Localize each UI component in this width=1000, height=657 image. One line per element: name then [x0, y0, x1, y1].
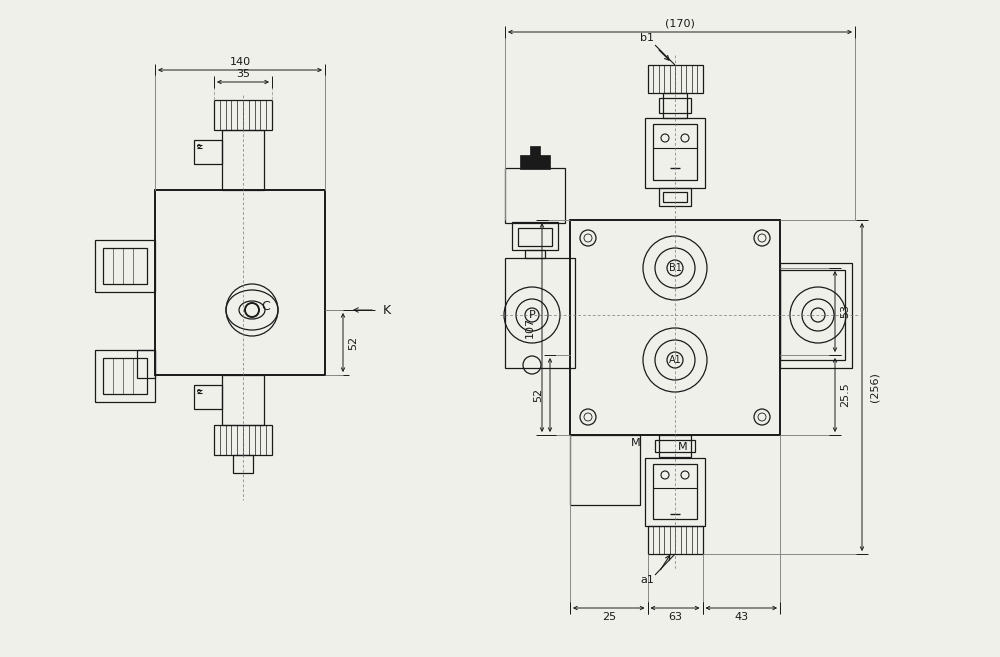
Bar — [570, 220, 780, 435]
Bar — [653, 124, 697, 180]
Bar — [214, 425, 272, 455]
Bar — [663, 192, 687, 202]
Bar — [95, 350, 155, 402]
Bar — [194, 385, 222, 409]
Bar — [645, 458, 705, 526]
Text: (256): (256) — [869, 372, 879, 402]
Bar — [663, 93, 687, 118]
Bar — [137, 350, 155, 378]
Bar — [520, 155, 550, 169]
Text: M: M — [678, 442, 688, 452]
Bar — [570, 435, 640, 505]
Bar — [655, 440, 695, 452]
Text: A1: A1 — [669, 355, 681, 365]
Text: 25.5: 25.5 — [840, 382, 850, 407]
Text: 140: 140 — [229, 57, 251, 67]
Bar — [155, 190, 325, 375]
Text: a1: a1 — [640, 575, 654, 585]
Text: 35: 35 — [236, 69, 250, 79]
Bar — [780, 263, 852, 368]
Bar — [780, 270, 845, 360]
Text: 43: 43 — [734, 612, 748, 622]
Text: 63: 63 — [668, 612, 682, 622]
Bar — [659, 98, 691, 113]
Bar — [648, 526, 702, 554]
Bar — [659, 435, 691, 457]
Bar — [103, 248, 147, 284]
Bar — [505, 168, 565, 223]
Text: b1: b1 — [640, 33, 654, 43]
Bar — [103, 358, 147, 394]
Text: B1: B1 — [669, 263, 681, 273]
Bar — [505, 258, 575, 368]
Bar — [233, 455, 253, 473]
Bar — [653, 464, 697, 519]
Bar — [95, 240, 155, 292]
Bar — [214, 100, 272, 130]
Text: C: C — [262, 300, 270, 313]
Bar — [525, 250, 545, 258]
Text: M: M — [630, 438, 640, 448]
Bar — [518, 228, 552, 246]
Bar — [194, 140, 222, 164]
Bar — [530, 146, 540, 158]
Text: 25: 25 — [602, 612, 616, 622]
Text: 52: 52 — [348, 336, 358, 350]
Text: 52: 52 — [533, 388, 543, 402]
Text: 107: 107 — [525, 317, 535, 338]
Bar — [648, 65, 702, 93]
Text: P: P — [529, 310, 535, 320]
Text: (170): (170) — [665, 18, 695, 28]
Bar — [512, 222, 558, 250]
Bar — [222, 130, 264, 190]
Bar — [645, 118, 705, 188]
Text: K: K — [383, 304, 391, 317]
Text: 53: 53 — [840, 304, 850, 319]
Bar — [222, 375, 264, 425]
Bar — [659, 188, 691, 206]
